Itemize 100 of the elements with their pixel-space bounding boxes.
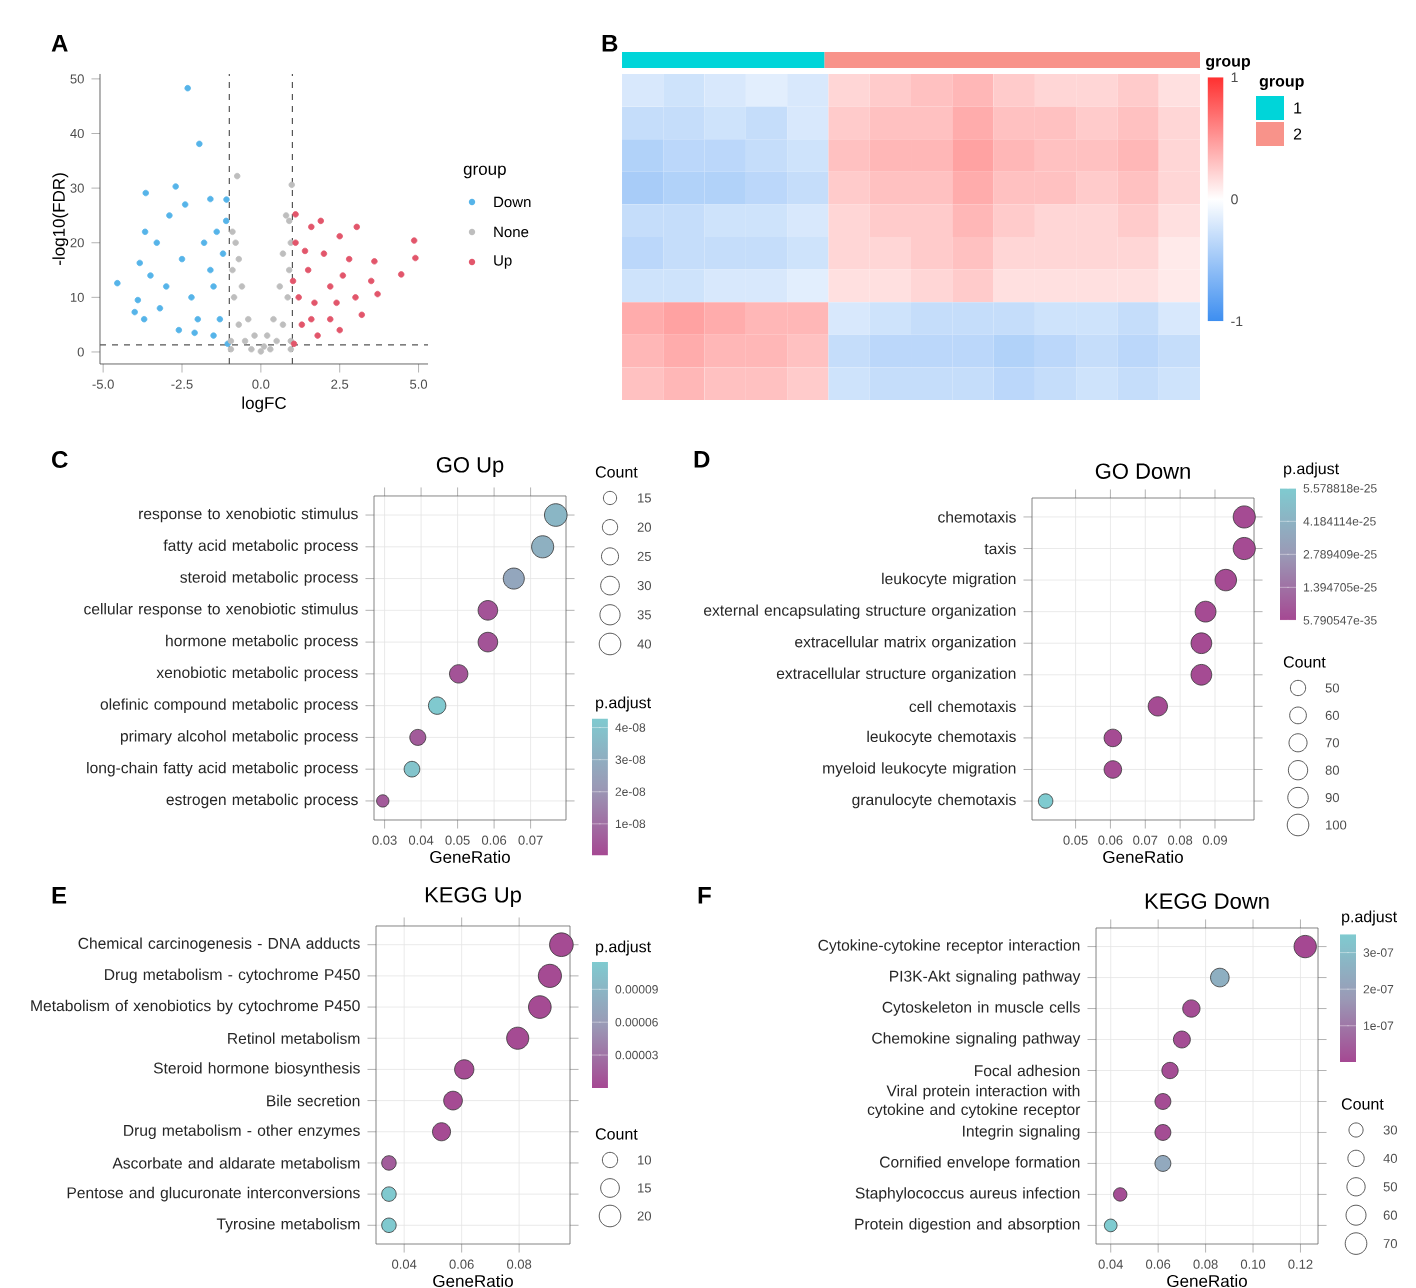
- point: [270, 315, 277, 323]
- point: [207, 195, 214, 203]
- point: [432, 1122, 451, 1142]
- point: [181, 201, 189, 208]
- point: [327, 283, 334, 290]
- point: [238, 283, 246, 290]
- point: [273, 337, 280, 345]
- point: [358, 311, 365, 319]
- point: [147, 272, 154, 279]
- point: [136, 259, 143, 267]
- point: [213, 228, 220, 236]
- point: [443, 1090, 463, 1111]
- point: [229, 266, 236, 274]
- point: [153, 239, 160, 246]
- point: [298, 321, 306, 328]
- point: [311, 299, 318, 307]
- point: [1232, 505, 1256, 529]
- x-axis-title: logFC: [242, 396, 287, 413]
- point: [131, 308, 138, 316]
- point: [184, 84, 191, 92]
- text: B: [602, 35, 618, 52]
- point: [166, 212, 173, 219]
- point: [216, 315, 224, 323]
- chart-title: KEGG Up: [425, 887, 521, 907]
- x-axis-title: GeneRatio: [1167, 1274, 1247, 1288]
- point: [286, 217, 293, 225]
- point: [528, 995, 552, 1019]
- point: [207, 266, 214, 274]
- point: [235, 255, 242, 263]
- color-bar-title: p.adjust: [1284, 462, 1339, 478]
- point: [142, 189, 149, 197]
- point: [241, 337, 249, 345]
- chart-title: KEGG Down: [1145, 893, 1269, 909]
- point: [219, 250, 227, 257]
- point: [449, 664, 469, 684]
- point: [336, 232, 343, 240]
- point: [222, 217, 230, 225]
- point: [235, 321, 242, 328]
- point: [223, 196, 230, 203]
- point: [1232, 537, 1256, 560]
- point: [301, 247, 309, 255]
- point: [276, 283, 283, 290]
- point: [506, 1026, 530, 1050]
- point: [141, 228, 149, 236]
- point: [248, 346, 255, 353]
- point: [279, 321, 287, 328]
- point: [1214, 568, 1237, 592]
- legend-label: 2: [1293, 128, 1302, 140]
- chart-title: GO Up: [436, 457, 504, 477]
- point: [339, 272, 347, 279]
- legend-title: Count: [595, 466, 638, 478]
- point: [1103, 760, 1123, 779]
- point: [114, 279, 121, 287]
- color-bar-title: p.adjust: [1342, 910, 1397, 926]
- point: [314, 332, 321, 339]
- point: [288, 181, 295, 189]
- point: [1103, 728, 1123, 748]
- point: [412, 254, 419, 262]
- point: [287, 346, 295, 353]
- point: [352, 294, 359, 301]
- point: [282, 212, 290, 219]
- point: [188, 294, 195, 301]
- point: [1154, 1155, 1172, 1172]
- point: [308, 223, 315, 231]
- point: [1147, 696, 1168, 717]
- text: E: [52, 887, 67, 904]
- point: [410, 237, 418, 244]
- point: [345, 255, 353, 263]
- point: [320, 250, 328, 257]
- y-axis-title: -log10(FDR): [52, 173, 69, 265]
- point: [140, 315, 148, 323]
- point: [317, 217, 324, 225]
- point: [163, 283, 170, 290]
- point: [234, 172, 241, 180]
- point: [1194, 600, 1217, 623]
- text: A: [51, 35, 68, 52]
- color-bar-title: p.adjust: [596, 696, 651, 712]
- point: [227, 346, 235, 353]
- text: D: [694, 451, 710, 468]
- x-axis-title: GeneRatio: [1103, 850, 1183, 864]
- point: [1190, 664, 1213, 686]
- point: [210, 332, 217, 339]
- point: [257, 348, 265, 355]
- text: C: [52, 451, 68, 469]
- point: [263, 332, 271, 339]
- color-bar-title: p.adjust: [596, 940, 651, 956]
- point: [398, 271, 405, 278]
- text: F: [698, 887, 711, 904]
- point: [156, 305, 164, 312]
- point: [1154, 1093, 1172, 1110]
- point: [336, 326, 343, 334]
- point: [308, 315, 315, 323]
- legend-title: Count: [1341, 1098, 1384, 1110]
- point: [371, 258, 378, 265]
- point: [260, 343, 268, 350]
- point: [428, 696, 447, 715]
- point: [289, 277, 297, 285]
- point: [286, 266, 293, 274]
- x-axis-title: GeneRatio: [430, 850, 510, 864]
- chart-title: GO Down: [1095, 463, 1190, 479]
